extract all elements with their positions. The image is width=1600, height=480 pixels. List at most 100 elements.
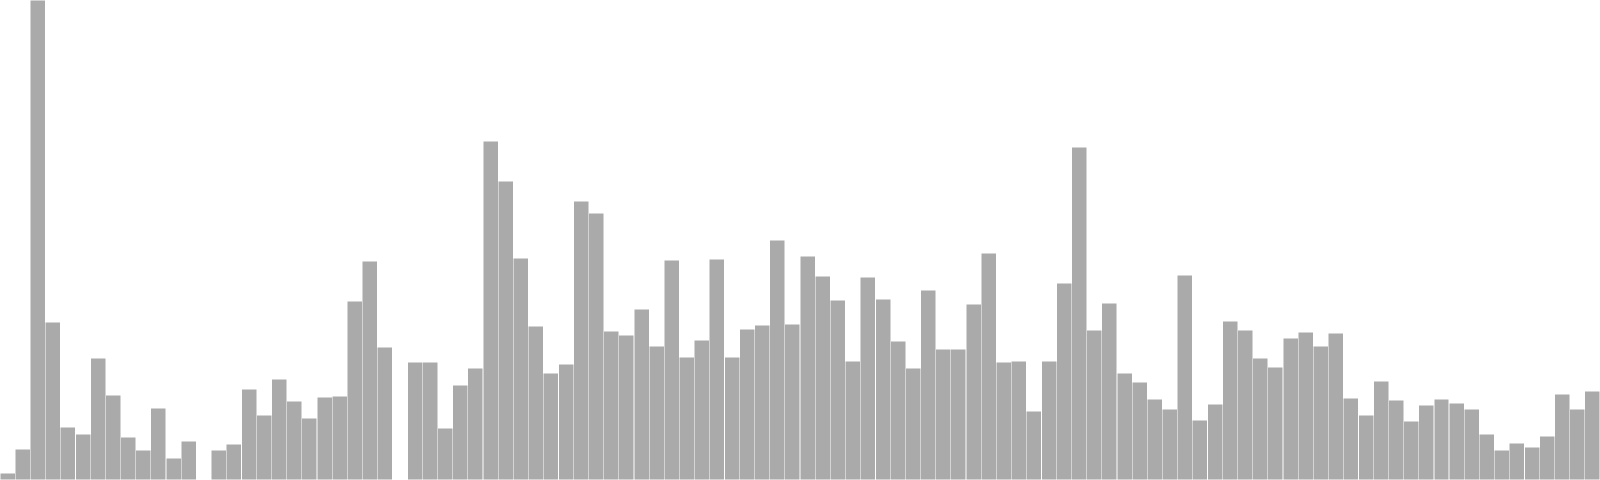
bar-52 bbox=[784, 323, 801, 480]
bar-84 bbox=[1267, 366, 1284, 480]
bar-41 bbox=[618, 334, 635, 480]
bar-3 bbox=[44, 321, 61, 480]
bar-32 bbox=[482, 140, 499, 480]
bar-14 bbox=[211, 449, 227, 480]
bar-21 bbox=[316, 396, 333, 480]
bar-1 bbox=[14, 448, 31, 480]
bar-70 bbox=[1056, 282, 1072, 480]
bar-102 bbox=[1539, 435, 1556, 480]
bar-24 bbox=[361, 260, 378, 480]
bar-48 bbox=[724, 356, 740, 480]
bar-49 bbox=[739, 328, 756, 480]
bar-62 bbox=[935, 348, 952, 480]
bar-10 bbox=[150, 407, 167, 480]
bar-25 bbox=[377, 346, 393, 480]
bar-53 bbox=[799, 255, 816, 480]
bar-27 bbox=[407, 361, 423, 480]
bar-56 bbox=[844, 360, 861, 480]
bar-100 bbox=[1509, 442, 1525, 480]
bar-69 bbox=[1041, 360, 1057, 480]
bar-88 bbox=[1328, 332, 1344, 480]
bar-66 bbox=[995, 361, 1012, 480]
bar-93 bbox=[1403, 420, 1420, 480]
bar-42 bbox=[633, 308, 650, 480]
bar-50 bbox=[754, 324, 771, 480]
bar-63 bbox=[950, 348, 967, 480]
bar-17 bbox=[256, 414, 272, 480]
bar-54 bbox=[814, 275, 831, 480]
bar-79 bbox=[1192, 419, 1208, 480]
bar-97 bbox=[1463, 408, 1480, 480]
bar-58 bbox=[875, 298, 891, 480]
bar-4 bbox=[60, 426, 76, 480]
bar-87 bbox=[1312, 345, 1329, 480]
bar-20 bbox=[301, 417, 318, 480]
bar-37 bbox=[558, 363, 574, 480]
bar-90 bbox=[1358, 414, 1374, 480]
bar-76 bbox=[1146, 398, 1163, 480]
bar-65 bbox=[980, 252, 997, 480]
bar-92 bbox=[1388, 399, 1405, 480]
bar-38 bbox=[573, 200, 589, 480]
bar-47 bbox=[709, 258, 725, 480]
bar-19 bbox=[286, 400, 303, 480]
bar-73 bbox=[1101, 302, 1118, 480]
bar-15 bbox=[226, 443, 242, 480]
bar-95 bbox=[1433, 398, 1450, 480]
bar-103 bbox=[1554, 393, 1571, 480]
bar-30 bbox=[452, 384, 469, 480]
bar-77 bbox=[1161, 408, 1178, 480]
bar-18 bbox=[271, 378, 288, 480]
bar-35 bbox=[527, 325, 544, 480]
bar-81 bbox=[1222, 320, 1239, 480]
bar-78 bbox=[1177, 274, 1193, 480]
bar-22 bbox=[331, 395, 348, 480]
bar-91 bbox=[1373, 380, 1389, 480]
bar-11 bbox=[165, 457, 182, 480]
bar-105 bbox=[1584, 390, 1600, 480]
bar-2 bbox=[29, 0, 46, 480]
bar-31 bbox=[467, 367, 484, 480]
bar-55 bbox=[829, 299, 846, 480]
bar-44 bbox=[663, 259, 680, 480]
bar-23 bbox=[346, 300, 363, 480]
bar-83 bbox=[1252, 357, 1269, 480]
bar-36 bbox=[543, 372, 559, 480]
bar-101 bbox=[1524, 446, 1540, 480]
bar-85 bbox=[1282, 337, 1299, 480]
bar-59 bbox=[890, 340, 906, 480]
bar-89 bbox=[1343, 397, 1359, 480]
bar-8 bbox=[120, 436, 137, 480]
bar-45 bbox=[678, 356, 695, 480]
bar-96 bbox=[1448, 402, 1465, 480]
bar-61 bbox=[920, 289, 937, 480]
bar-57 bbox=[860, 276, 876, 480]
bar-7 bbox=[105, 394, 122, 480]
bar-51 bbox=[769, 239, 786, 480]
bar-75 bbox=[1131, 381, 1148, 480]
bar-34 bbox=[512, 257, 529, 480]
bar-12 bbox=[180, 440, 197, 480]
bar-68 bbox=[1026, 410, 1042, 480]
bar-80 bbox=[1207, 403, 1223, 480]
bar-94 bbox=[1418, 404, 1435, 480]
bar-28 bbox=[422, 361, 439, 480]
bar-60 bbox=[905, 367, 922, 480]
bar-29 bbox=[437, 427, 454, 480]
bar-86 bbox=[1297, 331, 1314, 480]
bar-16 bbox=[241, 388, 257, 480]
bar-6 bbox=[90, 357, 106, 480]
bar-67 bbox=[1011, 360, 1027, 480]
bar-72 bbox=[1086, 329, 1103, 480]
bar-71 bbox=[1071, 146, 1088, 480]
bar-104 bbox=[1569, 408, 1586, 480]
bar-33 bbox=[497, 180, 514, 480]
bar-82 bbox=[1237, 329, 1254, 480]
bar-9 bbox=[135, 449, 152, 480]
bar-40 bbox=[603, 330, 620, 480]
bar-99 bbox=[1494, 449, 1510, 480]
bar-5 bbox=[75, 433, 91, 480]
bar-98 bbox=[1478, 433, 1495, 480]
bar-43 bbox=[648, 345, 665, 480]
